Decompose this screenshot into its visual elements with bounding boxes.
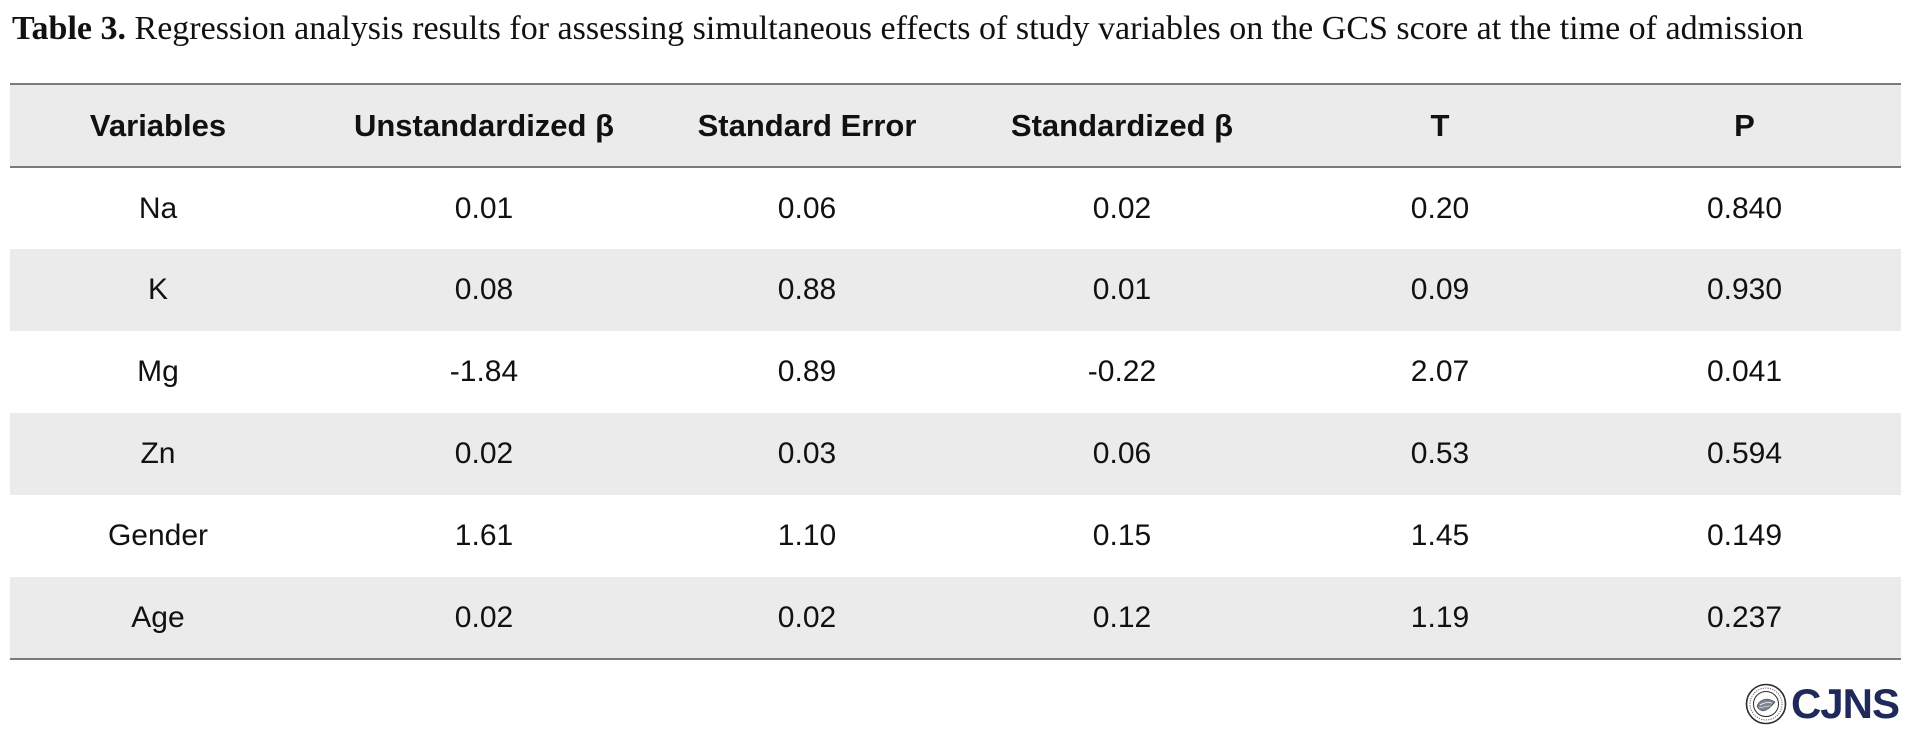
- table-row: Mg -1.84 0.89 -0.22 2.07 0.041: [10, 331, 1901, 413]
- cell-unstandardized-beta: 0.08: [454, 273, 514, 306]
- table-row: Age 0.02 0.02 0.12 1.19 0.237: [10, 577, 1901, 660]
- cell-standard-error: 0.06: [777, 191, 837, 225]
- table-caption-label: Table 3.: [12, 10, 127, 47]
- table-row: Zn 0.02 0.03 0.06 0.53 0.594: [10, 413, 1901, 495]
- cell-p: 0.149: [1706, 519, 1783, 552]
- cell-p: 0.594: [1706, 437, 1783, 470]
- column-header-variables: Variables: [10, 83, 306, 168]
- column-header-standardized-beta: Standardized β: [952, 83, 1292, 168]
- cell-t: 1.19: [1292, 577, 1588, 660]
- table-row: K 0.08 0.88 0.01 0.09 0.930: [10, 249, 1901, 331]
- column-header-p: P: [1588, 83, 1901, 168]
- cell-standardized-beta: 0.02: [1092, 191, 1152, 225]
- table-row: Na 0.01 0.06 0.02 0.20 0.840: [10, 167, 1901, 249]
- cell-p: 0.041: [1706, 355, 1783, 388]
- journal-logo: CJNS: [1745, 680, 1900, 727]
- cell-standard-error: 0.88: [777, 273, 837, 306]
- regression-table: Variables Unstandardized β Standard Erro…: [10, 83, 1901, 660]
- cell-t: 1.45: [1410, 519, 1470, 552]
- cell-standard-error: 1.10: [777, 519, 837, 552]
- cell-p: 0.237: [1588, 577, 1901, 660]
- journal-seal-icon: [1745, 683, 1787, 725]
- cell-variable: Mg: [137, 355, 179, 388]
- cell-unstandardized-beta: 0.02: [306, 577, 662, 660]
- cell-p: 0.840: [1706, 191, 1783, 225]
- cell-variable: Na: [138, 191, 178, 225]
- cell-t: 2.07: [1410, 355, 1470, 388]
- cell-standardized-beta: 0.15: [1092, 519, 1152, 552]
- cell-standard-error: 0.03: [777, 437, 837, 470]
- cell-variable: Gender: [107, 519, 209, 552]
- cell-p: 0.930: [1706, 273, 1783, 306]
- journal-logo-text: CJNS: [1790, 680, 1900, 727]
- cell-t: 0.09: [1410, 273, 1470, 306]
- cell-standard-error: 0.89: [777, 355, 837, 388]
- cell-unstandardized-beta: 1.61: [454, 519, 514, 552]
- column-header-t: T: [1292, 83, 1588, 168]
- cell-unstandardized-beta: 0.01: [454, 191, 514, 225]
- cell-standard-error: 0.02: [662, 577, 952, 660]
- cell-variable: K: [147, 273, 168, 306]
- cell-standardized-beta: -0.22: [1087, 355, 1157, 388]
- cell-standardized-beta: 0.01: [1092, 273, 1152, 306]
- cell-variable: Zn: [140, 437, 176, 470]
- column-header-unstandardized-beta: Unstandardized β: [306, 83, 662, 168]
- cell-unstandardized-beta: -1.84: [449, 355, 519, 388]
- cell-variable: Age: [10, 577, 306, 660]
- header-row: Variables Unstandardized β Standard Erro…: [10, 83, 1901, 168]
- cell-t: 0.20: [1410, 191, 1470, 225]
- cell-standardized-beta: 0.12: [952, 577, 1292, 660]
- table-caption: Table 3. Regression analysis results for…: [12, 4, 1902, 54]
- table-row: Gender 1.61 1.10 0.15 1.45 0.149: [10, 495, 1901, 577]
- column-header-standard-error: Standard Error: [662, 83, 952, 168]
- table-caption-text: Regression analysis results for assessin…: [126, 10, 1804, 47]
- cell-unstandardized-beta: 0.02: [454, 437, 514, 470]
- cell-standardized-beta: 0.06: [1092, 437, 1152, 470]
- cell-t: 0.53: [1410, 437, 1470, 470]
